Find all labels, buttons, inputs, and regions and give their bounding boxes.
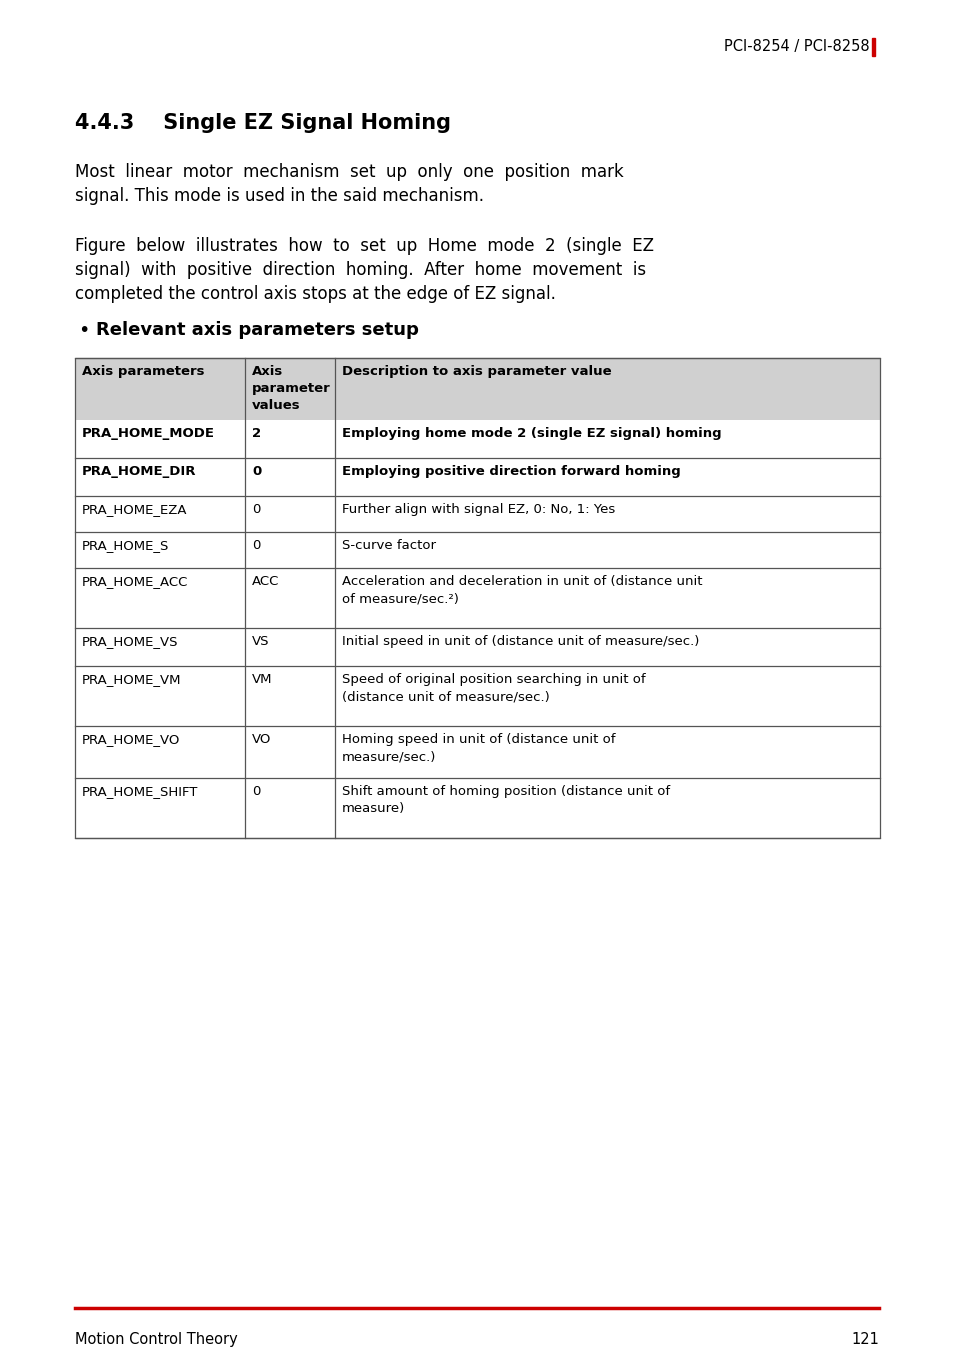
Text: PRA_HOME_S: PRA_HOME_S [82, 539, 170, 552]
Text: 4.4.3    Single EZ Signal Homing: 4.4.3 Single EZ Signal Homing [75, 114, 451, 132]
Text: PRA_HOME_VS: PRA_HOME_VS [82, 635, 178, 648]
Text: Initial speed in unit of (distance unit of measure/sec.): Initial speed in unit of (distance unit … [341, 635, 699, 648]
Text: Axis parameters: Axis parameters [82, 365, 204, 379]
Bar [75, 358, 879, 420]
Text: PCI-8254 / PCI-8258: PCI-8254 / PCI-8258 [723, 39, 869, 54]
Text: Speed of original position searching in unit of
(distance unit of measure/sec.): Speed of original position searching in … [341, 673, 645, 703]
Text: VM: VM [252, 673, 273, 685]
Text: Axis
parameter
values: Axis parameter values [252, 365, 331, 412]
Text: PRA_HOME_EZA: PRA_HOME_EZA [82, 503, 188, 516]
Text: Shift amount of homing position (distance unit of
measure): Shift amount of homing position (distanc… [341, 786, 669, 815]
Bar [75, 358, 879, 838]
Text: •: • [78, 320, 90, 339]
Text: 121: 121 [850, 1332, 878, 1347]
Text: PRA_HOME_MODE: PRA_HOME_MODE [82, 427, 214, 439]
Text: S-curve factor: S-curve factor [341, 539, 436, 552]
Text: PRA_HOME_VO: PRA_HOME_VO [82, 733, 180, 746]
Text: 0: 0 [252, 786, 260, 798]
Text: signal. This mode is used in the said mechanism.: signal. This mode is used in the said me… [75, 187, 483, 206]
Text: PRA_HOME_SHIFT: PRA_HOME_SHIFT [82, 786, 198, 798]
Text: Description to axis parameter value: Description to axis parameter value [341, 365, 611, 379]
Text: 0: 0 [252, 503, 260, 516]
Text: PRA_HOME_DIR: PRA_HOME_DIR [82, 465, 196, 479]
Text: VS: VS [252, 635, 269, 648]
Text: 0: 0 [252, 465, 261, 479]
Text: Employing home mode 2 (single EZ signal) homing: Employing home mode 2 (single EZ signal)… [341, 427, 720, 439]
Text: Relevant axis parameters setup: Relevant axis parameters setup [96, 320, 418, 339]
Text: Further align with signal EZ, 0: No, 1: Yes: Further align with signal EZ, 0: No, 1: … [341, 503, 615, 516]
Text: VO: VO [252, 733, 271, 746]
Bar [871, 38, 875, 55]
Text: Most  linear  motor  mechanism  set  up  only  one  position  mark: Most linear motor mechanism set up only … [75, 164, 623, 181]
Text: 2: 2 [252, 427, 261, 439]
Text: Employing positive direction forward homing: Employing positive direction forward hom… [341, 465, 680, 479]
Text: PRA_HOME_VM: PRA_HOME_VM [82, 673, 181, 685]
Text: signal)  with  positive  direction  homing.  After  home  movement  is: signal) with positive direction homing. … [75, 261, 645, 279]
Text: 0: 0 [252, 539, 260, 552]
Text: Acceleration and deceleration in unit of (distance unit
of measure/sec.²): Acceleration and deceleration in unit of… [341, 575, 701, 604]
Text: Homing speed in unit of (distance unit of
measure/sec.): Homing speed in unit of (distance unit o… [341, 733, 615, 763]
Text: PRA_HOME_ACC: PRA_HOME_ACC [82, 575, 188, 588]
Text: ACC: ACC [252, 575, 279, 588]
Text: Figure  below  illustrates  how  to  set  up  Home  mode  2  (single  EZ: Figure below illustrates how to set up H… [75, 237, 654, 256]
Text: Motion Control Theory: Motion Control Theory [75, 1332, 237, 1347]
Text: completed the control axis stops at the edge of EZ signal.: completed the control axis stops at the … [75, 285, 556, 303]
